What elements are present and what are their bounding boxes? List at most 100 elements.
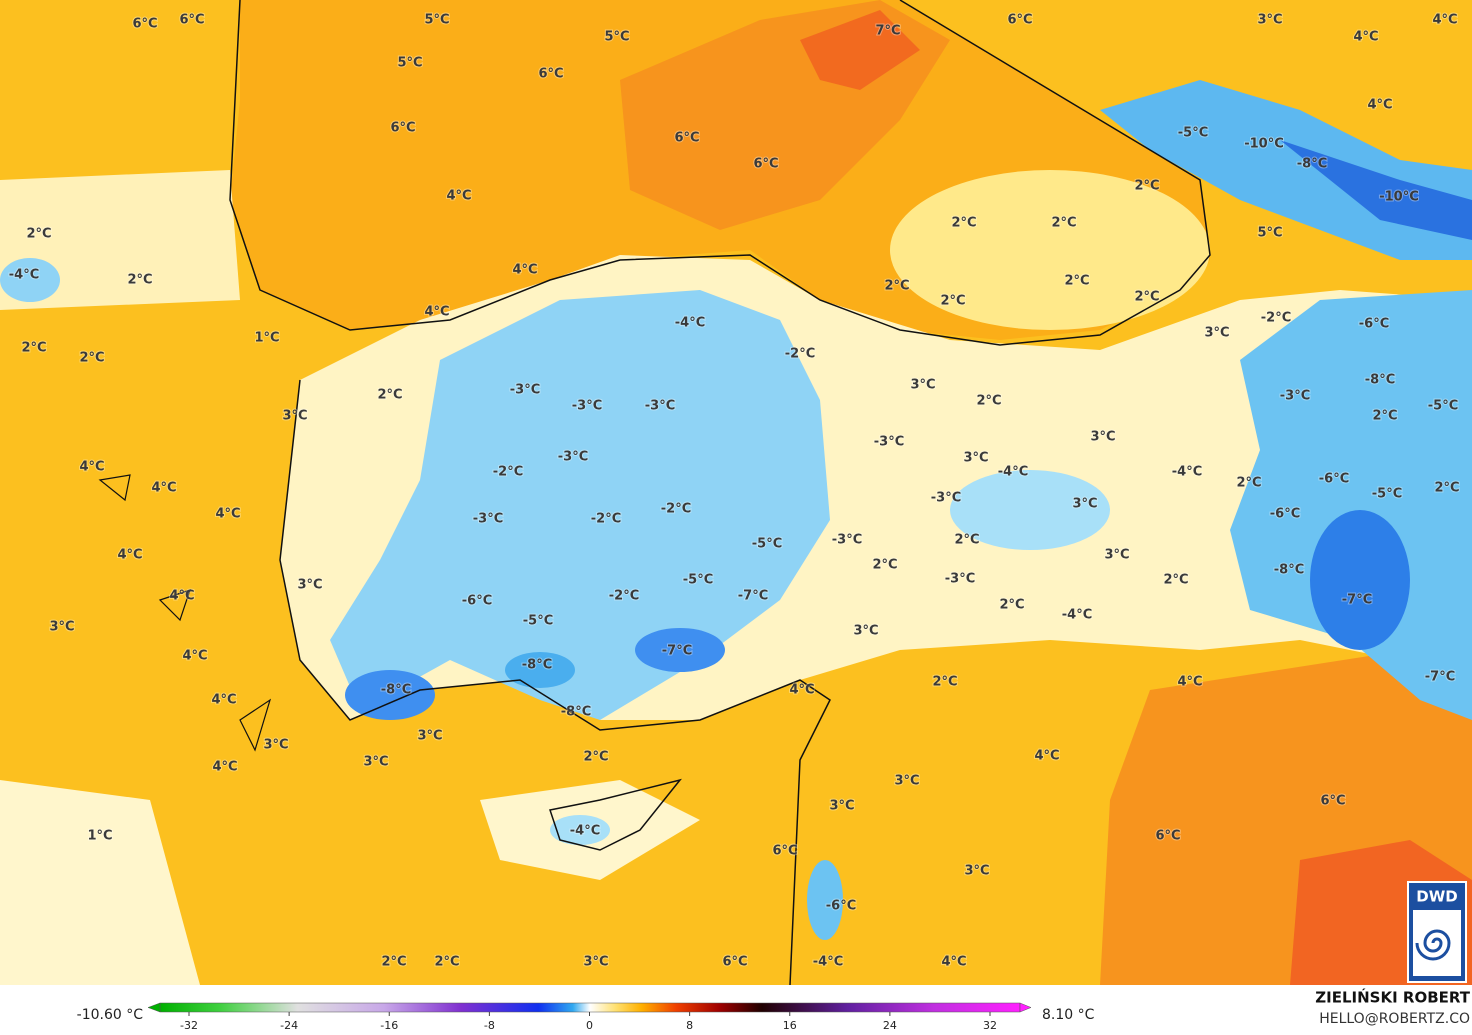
temperature-label: -5°C: [1372, 487, 1402, 502]
temperature-label: 4°C: [1432, 13, 1457, 28]
temperature-label: -5°C: [683, 573, 713, 588]
dwd-logo: DWD: [1407, 881, 1467, 983]
temperature-label: 6°C: [179, 13, 204, 28]
temperature-label: 4°C: [215, 507, 240, 522]
temperature-label: 4°C: [1353, 30, 1378, 45]
temperature-label: 3°C: [363, 755, 388, 770]
temperature-label: 2°C: [583, 750, 608, 765]
temperature-label: -6°C: [1270, 507, 1300, 522]
temperature-label: 3°C: [964, 864, 989, 879]
temperature-label: 3°C: [49, 620, 74, 635]
colorbar-tick-label: -16: [380, 1019, 398, 1032]
temperature-label: 6°C: [1155, 829, 1180, 844]
temperature-label: 3°C: [910, 378, 935, 393]
temperature-label: -3°C: [510, 383, 540, 398]
temperature-label: 2°C: [1134, 290, 1159, 305]
temperature-label: -2°C: [661, 502, 691, 517]
temperature-label: -2°C: [591, 512, 621, 527]
temperature-label: 4°C: [169, 589, 194, 604]
temperature-label: -3°C: [645, 399, 675, 414]
temperature-label: -3°C: [931, 491, 961, 506]
temperature-label: 6°C: [674, 131, 699, 146]
temperature-label: -5°C: [523, 614, 553, 629]
temperature-label: -7°C: [1425, 670, 1455, 685]
temperature-label: 4°C: [446, 189, 471, 204]
temperature-label: 3°C: [1204, 326, 1229, 341]
temperature-label: 4°C: [1177, 675, 1202, 690]
temperature-label: -3°C: [473, 512, 503, 527]
temperature-label: 2°C: [1163, 573, 1188, 588]
temperature-label: 7°C: [875, 24, 900, 39]
temperature-label: -7°C: [662, 644, 692, 659]
temperature-label: 3°C: [894, 774, 919, 789]
colorbar-tick-label: -8: [484, 1019, 495, 1032]
temperature-label: 2°C: [79, 351, 104, 366]
temperature-label: 4°C: [941, 955, 966, 970]
colorbar-tick-label: -24: [280, 1019, 298, 1032]
temperature-label: -4°C: [1172, 465, 1202, 480]
temperature-label: -3°C: [572, 399, 602, 414]
temperature-label: -2°C: [493, 465, 523, 480]
temperature-label: 2°C: [976, 394, 1001, 409]
temperature-label: 3°C: [1072, 497, 1097, 512]
temperature-label: 3°C: [853, 624, 878, 639]
max-value: 8.10 °C: [1042, 1007, 1095, 1023]
temperature-label: 6°C: [772, 844, 797, 859]
temperature-label: 4°C: [1034, 749, 1059, 764]
temperature-label: -2°C: [785, 347, 815, 362]
temperature-label: 2°C: [1051, 216, 1076, 231]
temperature-label: -8°C: [381, 683, 411, 698]
temperature-label: 2°C: [872, 558, 897, 573]
temperature-label: 2°C: [932, 675, 957, 690]
temperature-label: 4°C: [424, 305, 449, 320]
temperature-label: 2°C: [127, 273, 152, 288]
temperature-label: -4°C: [9, 268, 39, 283]
logo-text: DWD: [1416, 888, 1457, 906]
temperature-label: -3°C: [1280, 389, 1310, 404]
temperature-label: 6°C: [538, 67, 563, 82]
temperature-label: 6°C: [1320, 794, 1345, 809]
temperature-label: -6°C: [462, 594, 492, 609]
temperature-label: 3°C: [583, 955, 608, 970]
temperature-label: 2°C: [999, 598, 1024, 613]
temperature-label: 2°C: [377, 388, 402, 403]
temperature-label: 2°C: [951, 216, 976, 231]
colorbar-tick-label: -32: [180, 1019, 198, 1032]
temperature-label: -10°C: [1379, 190, 1419, 205]
temperature-label: 2°C: [434, 955, 459, 970]
temperature-label: 2°C: [21, 341, 46, 356]
temperature-label: 2°C: [940, 294, 965, 309]
temperature-label: -8°C: [561, 705, 591, 720]
temperature-label: 2°C: [26, 227, 51, 242]
temperature-label: 2°C: [1064, 274, 1089, 289]
temperature-label: -5°C: [752, 537, 782, 552]
temperature-label: 6°C: [722, 955, 747, 970]
temperature-label: -6°C: [1319, 472, 1349, 487]
temperature-label: -7°C: [1342, 593, 1372, 608]
temperature-label: 6°C: [390, 121, 415, 136]
temperature-label: -5°C: [1428, 399, 1458, 414]
temperature-label: 2°C: [884, 279, 909, 294]
temperature-label: 5°C: [424, 13, 449, 28]
colorbar-tick-label: 8: [686, 1019, 693, 1032]
temperature-label: 6°C: [1007, 13, 1032, 28]
temperature-label: -8°C: [1297, 157, 1327, 172]
temperature-label: 2°C: [1434, 481, 1459, 496]
temperature-label: -4°C: [570, 824, 600, 839]
temperature-label: 3°C: [963, 451, 988, 466]
temperature-label: 3°C: [1090, 430, 1115, 445]
temperature-label: 4°C: [211, 693, 236, 708]
temperature-label: -7°C: [738, 589, 768, 604]
temperature-label: 3°C: [1257, 13, 1282, 28]
temperature-label: -4°C: [998, 465, 1028, 480]
temperature-label: 5°C: [397, 56, 422, 71]
temperature-label: -4°C: [813, 955, 843, 970]
temperature-label: 4°C: [117, 548, 142, 563]
temperature-label: 4°C: [79, 460, 104, 475]
temperature-label: -4°C: [1062, 608, 1092, 623]
colorbar-tick-label: 32: [983, 1019, 997, 1032]
temperature-label: 1°C: [87, 829, 112, 844]
colorbar-ticks: -32 -24 -16 -8 0 8 16 24 32: [180, 1012, 997, 1032]
temperature-label: -8°C: [1365, 373, 1395, 388]
temperature-label: 4°C: [512, 263, 537, 278]
